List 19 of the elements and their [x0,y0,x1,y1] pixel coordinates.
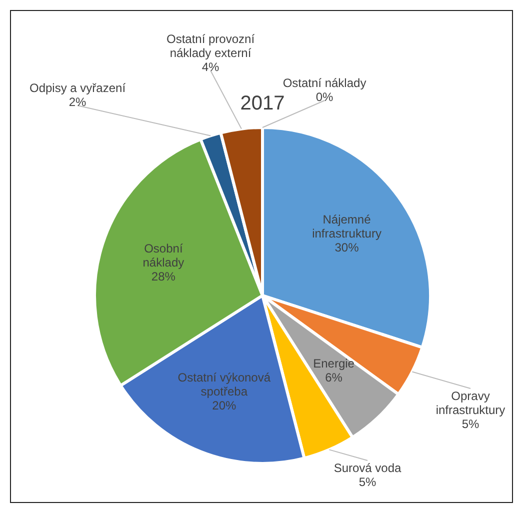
data-label: 20% [212,398,236,413]
slice-label: Nájemné infrastruktury [312,212,382,241]
data-label: 5% [358,474,376,489]
data-label: 6% [325,370,343,385]
slice-label: Energie [313,356,355,371]
data-label: 28% [151,270,176,284]
slice-label: Ostatní výkonová spotřeba [178,370,271,399]
slice-label: Ostatní provozní náklady externí [166,32,256,60]
slice-label: Osobní náklady [142,242,184,270]
data-label: 30% [334,240,360,255]
slice-label: Odpisy a vyřazení [29,80,126,95]
category-label: Ostatní náklady [282,76,366,90]
data-label: 4% [202,60,220,74]
text: 0% [316,90,334,104]
text: 2017 [240,92,285,115]
data-label: 2% [68,94,86,109]
slice-label: Opravy infrastruktury [436,388,506,417]
data-label: 5% [462,416,480,431]
slice-label: Surová voda [334,460,402,475]
